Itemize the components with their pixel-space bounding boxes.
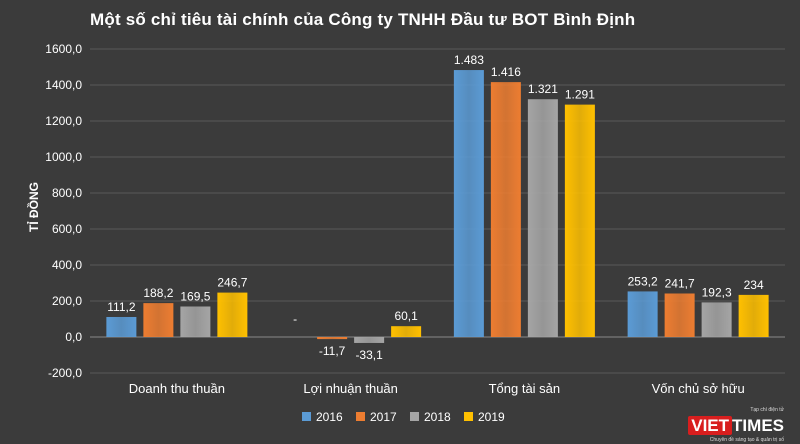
- legend-label: 2017: [370, 410, 397, 424]
- y-tick-label: 1400,0: [45, 78, 82, 92]
- bar: [453, 70, 484, 337]
- bar: [217, 292, 248, 337]
- data-label: 1.291: [565, 88, 595, 102]
- data-label: 111,2: [107, 300, 136, 314]
- data-label: -33,1: [355, 348, 383, 362]
- bar: [143, 303, 174, 337]
- bar: [664, 293, 695, 337]
- data-label: 1.416: [491, 65, 521, 79]
- data-label: 60,1: [394, 309, 418, 323]
- category-label: Lợi nhuận thuần: [303, 381, 398, 396]
- bar: [354, 337, 385, 343]
- bar: [180, 306, 211, 337]
- category-label: Vốn chủ sở hữu: [652, 381, 745, 396]
- logo-times: TIMES: [732, 416, 784, 435]
- legend-label: 2018: [424, 410, 451, 424]
- legend-swatch: [302, 412, 311, 421]
- data-label: 1.321: [528, 82, 558, 96]
- y-tick-label: 200,0: [52, 294, 82, 308]
- data-label: -11,7: [319, 344, 346, 358]
- data-label: 241,7: [665, 276, 695, 290]
- data-label: -: [293, 312, 297, 326]
- logo-tagline-bottom: Chuyên đề sáng tạo & quản trị số: [709, 437, 784, 443]
- bar: [564, 104, 595, 338]
- bar: [490, 82, 521, 338]
- bar: [627, 291, 658, 337]
- bar: [317, 337, 348, 340]
- y-tick-label: 1000,0: [45, 150, 82, 164]
- data-label: 253,2: [628, 274, 658, 288]
- data-label: 188,2: [143, 286, 173, 300]
- data-label: 246,7: [217, 276, 247, 290]
- chart-title: Một số chỉ tiêu tài chính của Công ty TN…: [90, 10, 636, 29]
- bar: [527, 99, 558, 337]
- data-label: 169,5: [180, 289, 210, 303]
- category-label: Tổng tài sản: [489, 381, 561, 396]
- category-label: Doanh thu thuần: [129, 381, 225, 396]
- legend-label: 2019: [478, 410, 505, 424]
- legend-swatch: [464, 412, 473, 421]
- data-label: 234: [744, 278, 764, 292]
- data-label: 192,3: [702, 285, 732, 299]
- bar: [106, 316, 137, 337]
- y-tick-label: 1200,0: [45, 114, 82, 128]
- bar: [701, 302, 732, 337]
- y-tick-label: 1600,0: [45, 42, 82, 56]
- y-tick-label: 600,0: [52, 222, 82, 236]
- legend-swatch: [410, 412, 419, 421]
- legend-label: 2016: [316, 410, 343, 424]
- data-label: 1.483: [454, 53, 484, 67]
- viettimes-logo: Tạp chí điện tử VIET TIMES Chuyên đề sáng…: [688, 407, 784, 443]
- y-tick-label: 400,0: [52, 258, 82, 272]
- y-tick-label: 800,0: [52, 186, 82, 200]
- logo-tagline-top: Tạp chí điện tử: [750, 407, 784, 413]
- legend-swatch: [356, 412, 365, 421]
- bar: [738, 294, 769, 337]
- logo-viet: VIET: [688, 416, 733, 435]
- y-tick-label: -200,0: [48, 366, 82, 380]
- y-tick-label: 0,0: [65, 330, 82, 344]
- bar: [391, 326, 422, 337]
